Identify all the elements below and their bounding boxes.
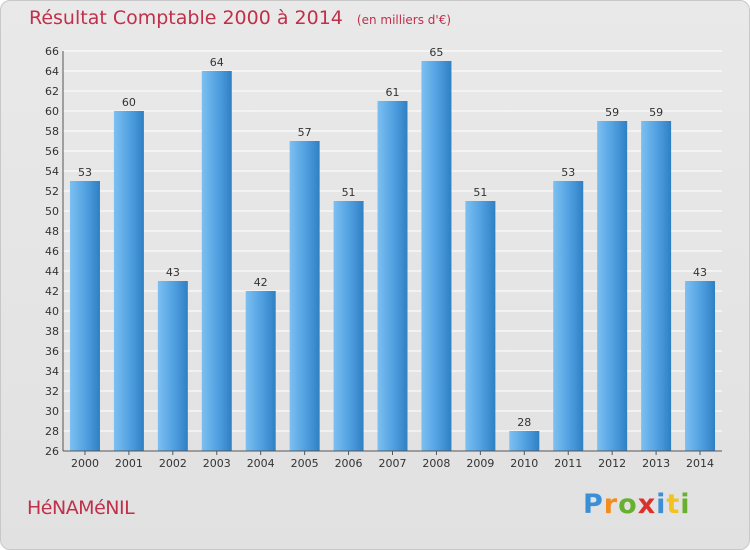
- bar-2001: [113, 111, 144, 451]
- y-tick-label: 54: [45, 165, 59, 178]
- x-tick-label: 2009: [466, 457, 494, 470]
- proxiti-logo: Proxiti: [583, 489, 691, 520]
- x-tick-label: 2014: [686, 457, 714, 470]
- y-tick-label: 36: [45, 345, 59, 358]
- y-tick-label: 40: [45, 305, 59, 318]
- bar-2005: [289, 141, 320, 451]
- bar-2011: [553, 181, 584, 451]
- bar-2007: [377, 101, 408, 451]
- x-tick-label: 2011: [554, 457, 582, 470]
- bar-value-label: 65: [429, 46, 443, 59]
- bar-2012: [597, 121, 628, 451]
- x-tick-label: 2006: [335, 457, 363, 470]
- y-tick-label: 44: [45, 265, 59, 278]
- chart-title: Résultat Comptable 2000 à 2014 (en milli…: [29, 7, 451, 29]
- bar-value-label: 64: [210, 56, 224, 69]
- x-tick-label: 2007: [379, 457, 407, 470]
- x-tick-label: 2001: [115, 457, 143, 470]
- x-tick-label: 2013: [642, 457, 670, 470]
- bar-2009: [465, 201, 496, 451]
- logo-letter: i: [656, 489, 667, 520]
- bar-value-label: 61: [386, 86, 400, 99]
- y-tick-label: 66: [45, 45, 59, 58]
- bars: 53 60 43 64 42 57 51 61 65 51 28 53 59 59 43: [69, 46, 716, 451]
- y-tick-label: 58: [45, 125, 59, 138]
- y-tick-label: 48: [45, 225, 59, 238]
- chart-subtitle: (en milliers d'€): [356, 13, 452, 27]
- y-tick-label: 60: [45, 105, 59, 118]
- y-tick-label: 32: [45, 385, 59, 398]
- bar-value-label: 53: [78, 166, 92, 179]
- bar-2010: [509, 431, 540, 451]
- y-tick-label: 62: [45, 85, 59, 98]
- chart-title-text: Résultat Comptable 2000 à 2014: [29, 7, 343, 29]
- bar-value-label: 51: [342, 186, 356, 199]
- x-tick-label: 2004: [247, 457, 275, 470]
- x-tick-label: 2003: [203, 457, 231, 470]
- axes: 26 28 30 32 34 36 38 40 42 44 46 48 50 52 54 56 58 60 62 64…: [45, 45, 722, 470]
- bar-2008: [421, 61, 452, 451]
- y-tick-label: 64: [45, 65, 59, 78]
- y-tick-label: 28: [45, 425, 59, 438]
- bar-value-label: 42: [254, 276, 268, 289]
- bar-2000: [69, 181, 100, 451]
- bar-value-label: 60: [122, 96, 136, 109]
- logo-letter: r: [603, 489, 619, 520]
- bar-value-label: 43: [693, 266, 707, 279]
- logo-letter: o: [618, 489, 638, 520]
- bar-value-label: 59: [649, 106, 663, 119]
- bar-value-label: 59: [605, 106, 619, 119]
- y-tick-label: 50: [45, 205, 59, 218]
- x-tick-label: 2010: [510, 457, 538, 470]
- y-tick-label: 34: [45, 365, 59, 378]
- x-tick-label: 2008: [422, 457, 450, 470]
- y-tick-label: 38: [45, 325, 59, 338]
- y-tick-label: 30: [45, 405, 59, 418]
- bar-2013: [641, 121, 672, 451]
- bar-value-label: 28: [517, 416, 531, 429]
- y-tick-label: 56: [45, 145, 59, 158]
- logo-letter: t: [666, 489, 681, 520]
- y-tick-label: 46: [45, 245, 59, 258]
- y-tick-label: 52: [45, 185, 59, 198]
- bar-value-label: 53: [561, 166, 575, 179]
- x-tick-label: 2005: [291, 457, 319, 470]
- bar-2003: [201, 71, 232, 451]
- logo-letter: i: [680, 489, 691, 520]
- logo-letter: x: [637, 489, 657, 520]
- x-tick-label: 2012: [598, 457, 626, 470]
- bar-2014: [685, 281, 716, 451]
- y-tick-label: 42: [45, 285, 59, 298]
- y-tick-label: 26: [45, 445, 59, 458]
- bar-2002: [157, 281, 188, 451]
- bar-value-label: 43: [166, 266, 180, 279]
- bar-value-label: 51: [473, 186, 487, 199]
- bar-2006: [333, 201, 364, 451]
- bar-2004: [245, 291, 276, 451]
- bar-value-label: 57: [298, 126, 312, 139]
- commune-name: HéNAMéNIL: [27, 497, 135, 519]
- x-tick-label: 2002: [159, 457, 187, 470]
- logo-letter: P: [583, 489, 604, 520]
- x-tick-label: 2000: [71, 457, 99, 470]
